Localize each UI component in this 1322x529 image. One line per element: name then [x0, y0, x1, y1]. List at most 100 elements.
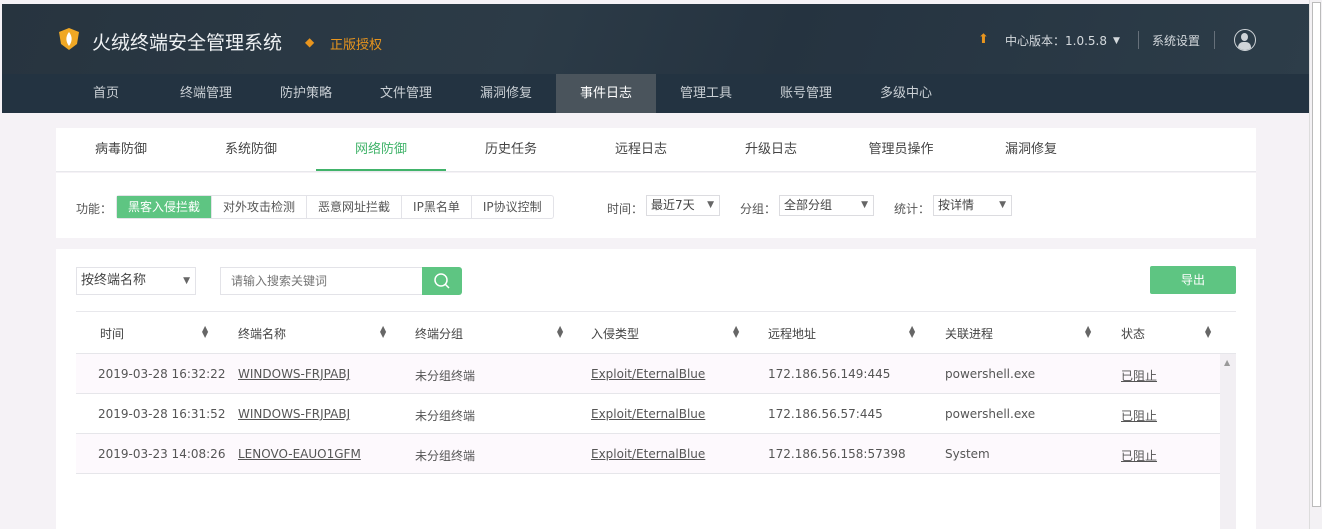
sort-icon[interactable]: ▲ ▼ [1205, 324, 1212, 339]
sort-icon[interactable]: ▲ ▼ [202, 324, 209, 339]
nav-event-log[interactable]: 事件日志 [556, 74, 656, 113]
col-process-cell: powershell.exe [945, 367, 1036, 381]
func-malicious-url[interactable]: 恶意网址拦截 [307, 196, 403, 218]
func-ip-blacklist[interactable]: IP黑名单 [402, 196, 472, 218]
tab-remote-log[interactable]: 远程日志 [614, 142, 667, 157]
col-remote-address-cell: 172.186.56.149:445 [768, 367, 891, 381]
time-value: 最近7天 [651, 198, 695, 212]
main-nav: 首页 终端管理 防护策略 文件管理 漏洞修复 事件日志 管理工具 账号管理 多级… [2, 74, 1309, 113]
search-input[interactable] [220, 267, 422, 295]
results-panel: 按终端名称 ▼ 导出 时间 ▲▼ 终端名称 ▲▼ 终端分组 ▲▼ 入侵类型 ▲▼ 远程地址 ▲▼ 关联… [56, 249, 1256, 529]
col-terminal-group-cell: 未分组终端 [415, 449, 476, 463]
table-body: 2019-03-28 16:32:22 WINDOWS-FRJPABJ 未分组终端 E… [76, 354, 1236, 474]
col-intrusion-type-cell[interactable]: Exploit/EternalBlue [591, 407, 706, 421]
col-terminal-name-cell[interactable]: LENOVO-EAUO1GFM [238, 447, 361, 461]
user-avatar-icon[interactable] [1234, 29, 1256, 51]
col-intrusion-type-cell[interactable]: Exploit/EternalBlue [591, 447, 706, 461]
search-button[interactable] [422, 267, 462, 295]
table-header: 时间 ▲ ▼ 终端名称 ▲ ▼ 终端分组 ▲ ▼ 入侵类型 ▲ ▼ 远程地址 ▲ ▼ 关联进程 ▲ ▼ 状态 ▲ ▼ [76, 311, 1236, 354]
sort-icon[interactable]: ▲ ▼ [733, 324, 740, 339]
scroll-thumb[interactable] [1312, 2, 1321, 507]
col-intrusion-type-header[interactable]: 入侵类型 [591, 327, 640, 341]
license-link[interactable]: 正版授权 [330, 38, 383, 53]
col-remote-address-cell: 172.186.56.158:57398 [768, 447, 906, 461]
group-select[interactable]: 全部分组 ▼ [779, 195, 874, 216]
tab-admin-ops[interactable]: 管理员操作 [868, 142, 934, 157]
version-dropdown[interactable]: 中心版本：1.0.5.8 ▼ [1005, 32, 1120, 49]
tab-system[interactable]: 系统防御 [224, 142, 277, 157]
stat-select[interactable]: 按详情 ▼ [933, 195, 1012, 216]
col-status-cell[interactable]: 已阻止 [1121, 449, 1158, 463]
chevron-down-icon: ▼ [183, 276, 190, 286]
col-terminal-group-header[interactable]: 终端分组 [415, 327, 464, 341]
sort-icon[interactable]: ▲ ▼ [380, 324, 387, 339]
nav-tools[interactable]: 管理工具 [679, 86, 732, 101]
col-process-cell: System [945, 447, 990, 461]
col-time-cell: 2019-03-23 14:08:26 [98, 447, 226, 461]
col-terminal-group-cell: 未分组终端 [415, 369, 476, 383]
func-hacker-block[interactable]: 黑客入侵拦截 [117, 196, 213, 218]
nav-accounts[interactable]: 账号管理 [779, 86, 832, 101]
col-time-header[interactable]: 时间 [100, 327, 125, 341]
sort-icon[interactable]: ▲ ▼ [557, 324, 564, 339]
col-terminal-name-cell[interactable]: WINDOWS-FRJPABJ [238, 367, 351, 381]
chevron-down-icon: ▼ [707, 200, 714, 210]
tab-history[interactable]: 历史任务 [484, 142, 537, 157]
col-status-cell[interactable]: 已阻止 [1121, 369, 1158, 383]
nav-vuln[interactable]: 漏洞修复 [479, 86, 532, 101]
page-scrollbar[interactable] [1309, 0, 1322, 529]
license-diamond-icon: ◆ [305, 35, 315, 49]
table-row: 2019-03-28 16:31:52 WINDOWS-FRJPABJ 未分组终端 E… [76, 394, 1220, 434]
chevron-down-icon: ▼ [1112, 35, 1120, 46]
header [2, 4, 1309, 74]
chevron-down-icon: ▼ [999, 200, 1006, 210]
col-process-cell: powershell.exe [945, 407, 1036, 421]
time-select[interactable]: 最近7天 ▼ [646, 195, 720, 216]
func-outbound-attack[interactable]: 对外攻击检测 [212, 196, 308, 218]
func-ip-protocol[interactable]: IP协议控制 [482, 200, 542, 214]
col-terminal-name-header[interactable]: 终端名称 [238, 327, 287, 341]
table-row: 2019-03-28 16:32:22 WINDOWS-FRJPABJ 未分组终端 E… [76, 354, 1220, 394]
nav-policy[interactable]: 防护策略 [279, 86, 332, 101]
stat-value: 按详情 [938, 198, 975, 212]
col-process-header[interactable]: 关联进程 [945, 327, 994, 341]
filter-bar: 功能： 黑客入侵拦截 对外攻击检测 恶意网址拦截 IP黑名单 IP协议控制 时间… [56, 173, 1256, 238]
app-title: 火绒终端安全管理系统 [92, 32, 283, 54]
function-button-group: 黑客入侵拦截 对外攻击检测 恶意网址拦截 IP黑名单 IP协议控制 [116, 195, 554, 219]
sort-icon[interactable]: ▲ ▼ [909, 324, 916, 339]
system-settings-link[interactable]: 系统设置 [1152, 34, 1201, 48]
col-time-cell: 2019-03-28 16:32:22 [98, 367, 226, 381]
search-field-value: 按终端名称 [81, 273, 147, 288]
upgrade-arrow-icon: ⬆ [978, 32, 989, 47]
group-value: 全部分组 [784, 198, 833, 212]
tab-virus[interactable]: 病毒防御 [94, 142, 147, 157]
tab-upgrade-log[interactable]: 升级日志 [744, 142, 797, 157]
search-field-select[interactable]: 按终端名称 ▼ [76, 267, 196, 295]
col-status-header[interactable]: 状态 [1121, 327, 1146, 341]
export-button[interactable]: 导出 [1150, 266, 1236, 294]
col-intrusion-type-cell[interactable]: Exploit/EternalBlue [591, 367, 706, 381]
nav-multi-center[interactable]: 多级中心 [879, 86, 932, 101]
chevron-down-icon: ▼ [861, 200, 868, 210]
nav-terminal[interactable]: 终端管理 [179, 86, 232, 101]
col-terminal-name-cell[interactable]: WINDOWS-FRJPABJ [238, 407, 351, 421]
time-label: 时间： [607, 202, 644, 216]
function-label: 功能： [76, 202, 113, 216]
tab-vuln-fix[interactable]: 漏洞修复 [1004, 142, 1057, 157]
group-label: 分组： [740, 202, 777, 216]
divider [1214, 31, 1215, 49]
table-row: 2019-03-23 14:08:26 LENOVO-EAUO1GFM 未分组终端 E… [76, 434, 1220, 474]
sort-icon[interactable]: ▲ ▼ [1085, 324, 1092, 339]
col-remote-address-cell: 172.186.56.57:445 [768, 407, 883, 421]
col-remote-address-header[interactable]: 远程地址 [768, 327, 817, 341]
tab-network[interactable]: 网络防御 [316, 128, 446, 171]
sub-tabs: 病毒防御 系统防御 网络防御 历史任务 远程日志 升级日志 管理员操作 漏洞修复 [56, 128, 1256, 172]
col-status-cell[interactable]: 已阻止 [1121, 409, 1158, 423]
stat-label: 统计： [894, 202, 931, 216]
logo-icon [59, 28, 79, 50]
nav-home[interactable]: 首页 [92, 86, 119, 101]
col-terminal-group-cell: 未分组终端 [415, 409, 476, 423]
table-scrollbar[interactable]: ▲ [1220, 354, 1236, 529]
nav-files[interactable]: 文件管理 [379, 86, 432, 101]
divider [1138, 31, 1139, 49]
